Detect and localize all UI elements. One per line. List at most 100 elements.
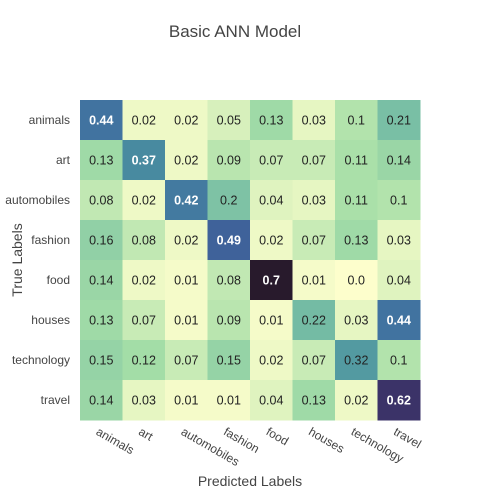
cell-value-label: 0.08 — [217, 274, 241, 288]
cell-value-label: 0.03 — [344, 314, 368, 328]
y-tick-label: animals — [29, 113, 70, 127]
heatmap-cell — [80, 180, 123, 221]
cell-value-label: 0.22 — [302, 314, 326, 328]
heatmap-cell — [207, 340, 251, 381]
heatmap-cell — [122, 100, 166, 141]
heatmap-cell — [335, 180, 378, 221]
heatmap-cells: 0.44 0.02 0.02 0.05 0.13 0.03 0.1 0.21 0.13 0.37 0… — [80, 100, 421, 421]
heatmap-cell — [207, 300, 251, 341]
cell-value-label: 0.01 — [174, 274, 198, 288]
heatmap-cell — [250, 180, 293, 221]
heatmap-cell — [165, 100, 208, 141]
cell-value-label: 0.02 — [259, 234, 283, 248]
heatmap-cell — [335, 380, 378, 421]
y-tick-label: houses — [31, 313, 70, 327]
cell-value-label: 0.11 — [345, 194, 368, 208]
cell-value-label: 0.03 — [132, 394, 156, 408]
y-tick-label: automobiles — [5, 193, 70, 207]
cell-value-label: 0.44 — [387, 314, 411, 328]
cell-value-label: 0.62 — [387, 394, 411, 408]
cell-value-label: 0.07 — [302, 234, 326, 248]
heatmap-cell — [165, 180, 208, 221]
heatmap-cell — [80, 300, 123, 341]
cell-value-label: 0.01 — [259, 314, 283, 328]
heatmap-cell — [207, 100, 251, 141]
heatmap-cell — [207, 220, 251, 261]
heatmap-cell — [250, 380, 293, 421]
heatmap-cell — [80, 260, 123, 301]
cell-value-label: 0.13 — [344, 234, 368, 248]
heatmap-cell — [292, 260, 336, 301]
heatmap-cell — [377, 220, 421, 261]
heatmap-cell — [292, 300, 336, 341]
y-tick-label: fashion — [31, 233, 70, 247]
cell-value-label: 0.1 — [390, 354, 407, 368]
heatmap-cell — [292, 220, 336, 261]
cell-value-label: 0.02 — [132, 194, 156, 208]
heatmap-cell — [335, 140, 378, 181]
cell-value-label: 0.15 — [217, 354, 241, 368]
heatmap-cell — [80, 140, 123, 181]
cell-value-label: 0.14 — [387, 154, 411, 168]
cell-value-label: 0.01 — [174, 394, 198, 408]
y-axis-tick-labels: animals art automobiles fashion food houses te… — [5, 113, 70, 407]
cell-value-label: 0.02 — [174, 114, 198, 128]
x-tick-label: art — [136, 424, 156, 443]
heatmap-cell — [122, 140, 166, 181]
cell-value-label: 0.02 — [174, 234, 198, 248]
cell-value-label: 0.7 — [263, 274, 280, 288]
cell-value-label: 0.0 — [348, 274, 365, 288]
cell-value-label: 0.05 — [217, 114, 241, 128]
cell-value-label: 0.14 — [89, 274, 113, 288]
cell-value-label: 0.09 — [217, 154, 241, 168]
cell-value-label: 0.49 — [217, 234, 241, 248]
heatmap-cell — [122, 260, 166, 301]
heatmap-cell — [377, 180, 421, 221]
cell-value-label: 0.09 — [217, 314, 241, 328]
heatmap-cell — [207, 140, 251, 181]
heatmap-cell — [122, 180, 166, 221]
cell-value-label: 0.01 — [217, 394, 241, 408]
cell-value-label: 0.07 — [302, 354, 326, 368]
heatmap-cell — [335, 340, 378, 381]
heatmap-cell — [122, 340, 166, 381]
cell-value-label: 0.1 — [390, 194, 407, 208]
cell-value-label: 0.13 — [259, 114, 283, 128]
heatmap-cell — [335, 300, 378, 341]
heatmap-cell — [165, 220, 208, 261]
chart-title: Basic ANN Model — [169, 22, 301, 41]
x-tick-label: animals — [94, 424, 137, 457]
cell-value-label: 0.02 — [344, 394, 368, 408]
y-axis-title: True Labels — [9, 223, 25, 296]
y-tick-label: travel — [41, 393, 70, 407]
cell-value-label: 0.21 — [387, 114, 411, 128]
cell-value-label: 0.03 — [387, 234, 411, 248]
heatmap-cell — [377, 260, 421, 301]
y-tick-label: food — [47, 273, 70, 287]
heatmap-cell — [250, 100, 293, 141]
heatmap-cell — [335, 100, 378, 141]
heatmap-cell — [250, 140, 293, 181]
heatmap-cell — [292, 100, 336, 141]
heatmap-cell — [292, 340, 336, 381]
heatmap-cell — [122, 300, 166, 341]
cell-value-label: 0.07 — [259, 154, 283, 168]
cell-value-label: 0.42 — [174, 194, 198, 208]
cell-value-label: 0.02 — [132, 274, 156, 288]
cell-value-label: 0.08 — [89, 194, 113, 208]
heatmap-cell — [207, 260, 251, 301]
cell-value-label: 0.14 — [89, 394, 113, 408]
heatmap-cell — [377, 100, 421, 141]
cell-value-label: 0.12 — [132, 354, 156, 368]
cell-value-label: 0.13 — [89, 314, 113, 328]
heatmap-cell — [292, 180, 336, 221]
cell-value-label: 0.16 — [89, 234, 113, 248]
heatmap-cell — [250, 260, 293, 301]
heatmap-cell — [165, 300, 208, 341]
cell-value-label: 0.03 — [302, 194, 326, 208]
heatmap-cell — [250, 340, 293, 381]
heatmap-cell — [80, 380, 123, 421]
cell-value-label: 0.07 — [302, 154, 326, 168]
cell-value-label: 0.13 — [302, 394, 326, 408]
